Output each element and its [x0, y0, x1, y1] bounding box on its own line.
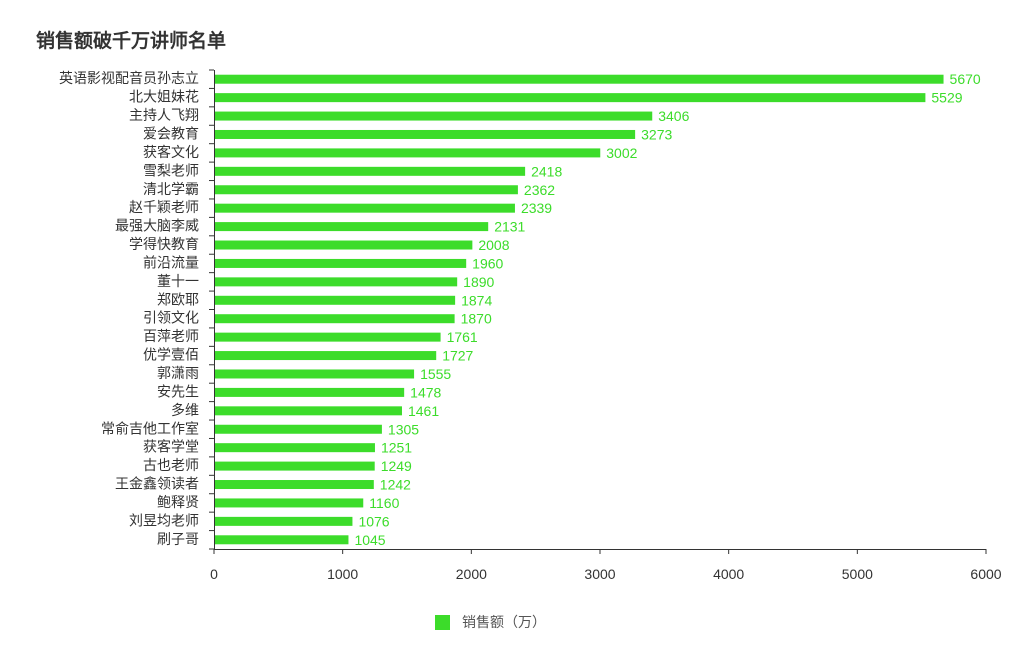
x-tick-label: 4000 [713, 566, 744, 582]
data-label: 5529 [931, 90, 962, 106]
x-axis-ticks: 0 1000 2000 3000 4000 5000 6000 [210, 549, 1002, 582]
bar[interactable] [214, 498, 364, 508]
bar[interactable] [214, 314, 455, 324]
category-label: 雪梨老师 [143, 163, 199, 179]
category-label: 最强大脑李威 [115, 219, 199, 235]
category-label: 刷子哥 [157, 532, 199, 548]
category-label: 爱会教育 [143, 126, 199, 142]
bar[interactable] [214, 332, 441, 342]
category-label: 北大姐妹花 [129, 90, 199, 106]
bar[interactable] [214, 443, 375, 453]
data-label: 1478 [410, 384, 441, 400]
data-label: 2362 [524, 182, 555, 198]
data-label: 1960 [472, 255, 503, 271]
category-label: 获客学堂 [143, 439, 199, 456]
category-label: 鲍释贤 [157, 495, 199, 511]
category-label: 常俞吉他工作室 [101, 420, 199, 437]
data-label: 1305 [388, 421, 419, 437]
category-label: 学得快教育 [129, 236, 199, 253]
category-label: 主持人飞翔 [129, 108, 199, 124]
bar[interactable] [214, 535, 349, 545]
bar[interactable] [214, 258, 467, 268]
category-label: 郑欧耶 [157, 292, 199, 308]
data-label: 1076 [358, 513, 389, 529]
data-label: 3273 [641, 126, 672, 142]
data-label: 1461 [408, 403, 439, 419]
bars [214, 74, 944, 545]
data-label: 3406 [658, 108, 689, 124]
data-label: 1251 [381, 440, 412, 456]
category-label: 优学壹佰 [143, 348, 199, 364]
category-label: 安先生 [157, 384, 199, 400]
bar[interactable] [214, 369, 415, 379]
data-label: 3002 [606, 145, 637, 161]
data-label: 2418 [531, 163, 562, 179]
category-label: 郭潇雨 [157, 365, 199, 382]
category-label: 多维 [171, 402, 199, 419]
data-label: 1249 [381, 458, 412, 474]
category-label: 百萍老师 [143, 329, 199, 345]
data-label: 1555 [420, 366, 451, 382]
category-label: 古也老师 [143, 458, 199, 474]
category-label: 前沿流量 [143, 254, 199, 271]
category-label: 获客文化 [143, 144, 199, 161]
chart-title: 销售额破千万讲师名单 [36, 30, 227, 52]
x-tick-label: 2000 [456, 566, 487, 582]
data-label: 2131 [494, 219, 525, 235]
category-label: 英语影视配音员孙志立 [59, 70, 199, 87]
legend-label: 销售额（万） [462, 615, 546, 631]
x-tick-label: 0 [210, 566, 218, 582]
data-label: 1045 [354, 532, 385, 548]
bar[interactable] [214, 203, 515, 213]
data-label: 2008 [478, 237, 509, 253]
data-label: 1870 [461, 311, 492, 327]
x-tick-label: 6000 [970, 566, 1001, 582]
bar[interactable] [214, 222, 489, 232]
data-label: 1890 [463, 274, 494, 290]
axes [209, 69, 986, 550]
bar[interactable] [214, 480, 374, 490]
x-tick-label: 5000 [842, 566, 873, 582]
bar[interactable] [214, 295, 456, 305]
x-tick-label: 1000 [327, 566, 358, 582]
x-tick-label: 3000 [584, 566, 615, 582]
data-label: 5670 [950, 71, 981, 87]
bar[interactable] [214, 185, 518, 195]
bar[interactable] [214, 516, 353, 526]
bar[interactable] [214, 166, 526, 176]
category-label: 董十一 [157, 274, 199, 290]
bar[interactable] [214, 148, 601, 158]
bar[interactable] [214, 277, 458, 287]
bar[interactable] [214, 424, 382, 434]
y-axis-labels: 英语影视配音员孙志立北大姐妹花主持人飞翔爱会教育获客文化雪梨老师清北学霸赵千颖老… [59, 70, 199, 548]
data-label: 1761 [447, 329, 478, 345]
category-label: 刘昱均老师 [129, 513, 199, 529]
data-label: 1242 [380, 477, 411, 493]
data-label: 1874 [461, 292, 492, 308]
bar[interactable] [214, 461, 375, 471]
bar[interactable] [214, 240, 473, 250]
bar[interactable] [214, 406, 402, 416]
bar[interactable] [214, 74, 944, 84]
bar[interactable] [214, 129, 636, 139]
data-label: 1727 [442, 348, 473, 364]
bar[interactable] [214, 93, 926, 103]
bar[interactable] [214, 111, 653, 121]
category-label: 王金鑫领读者 [115, 476, 199, 493]
legend[interactable]: 销售额（万） [435, 612, 546, 632]
data-label: 2339 [521, 200, 552, 216]
bar[interactable] [214, 387, 405, 397]
bar[interactable] [214, 351, 437, 361]
data-label: 1160 [369, 495, 399, 511]
legend-swatch [435, 614, 450, 630]
category-label: 清北学霸 [143, 182, 199, 198]
category-label: 赵千颖老师 [129, 200, 199, 216]
category-label: 引领文化 [143, 311, 199, 327]
